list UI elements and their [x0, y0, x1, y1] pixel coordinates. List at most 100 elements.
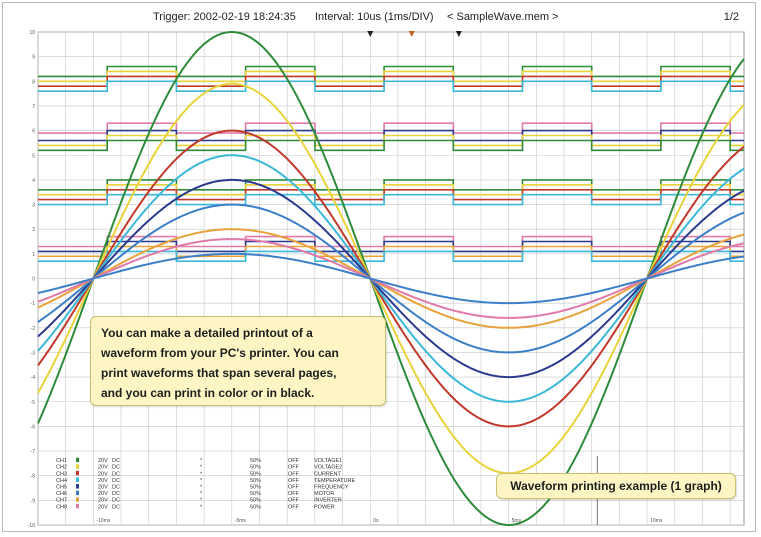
channel-setting-text: CH8 — [56, 504, 67, 510]
logic-trace — [38, 139, 744, 152]
caption-label: Waveform printing example (1 graph) — [496, 473, 736, 499]
channel-setting-text: 20V — [98, 498, 108, 504]
y-tick-label: 7 — [32, 104, 35, 110]
channel-setting-text: 20V — [98, 504, 108, 510]
channel-setting-text: * — [200, 498, 203, 504]
channel-setting-text: DC — [112, 498, 120, 504]
channel-setting-text: * — [200, 471, 203, 477]
channel-setting-text: 50% — [250, 465, 261, 471]
printout-header: Trigger: 2002-02-19 18:24:35 Interval: 1… — [3, 3, 755, 27]
y-tick-label: 5 — [32, 153, 35, 159]
channel-setting-text: 50% — [250, 498, 261, 504]
channel-setting-text: CH2 — [56, 465, 67, 471]
channel-setting-text: DC — [112, 504, 120, 510]
y-tick-label: -10 — [28, 523, 35, 529]
channel-setting-text: OFF — [288, 471, 300, 477]
channel-setting-text: VOLTAGE1 — [314, 458, 342, 464]
channel-color-swatch — [76, 477, 79, 482]
y-tick-label: -9 — [31, 498, 36, 504]
channel-setting-text: * — [200, 504, 203, 510]
waveform-trace — [37, 203, 745, 354]
channel-setting-text: 20V — [98, 471, 108, 477]
channel-setting-text: DC — [112, 491, 120, 497]
y-tick-label: 8 — [32, 79, 35, 85]
channel-setting-text: CH4 — [56, 478, 67, 484]
channel-color-swatch — [76, 470, 79, 476]
y-tick-label: -3 — [31, 350, 36, 356]
y-tick-label: 3 — [32, 203, 35, 209]
channel-setting-text: CURRENT — [314, 471, 342, 477]
y-tick-label: 6 — [32, 129, 35, 135]
channel-setting-text: CH1 — [56, 458, 67, 464]
y-tick-label: -8 — [31, 474, 36, 480]
trigger-marker-icon — [408, 31, 415, 37]
channel-setting-text: DC — [112, 478, 120, 484]
logic-trace — [38, 80, 744, 92]
channel-setting-text: POWER — [314, 504, 335, 510]
channel-setting-text: DC — [112, 465, 120, 471]
callout-line: print waveforms that span several pages, — [101, 366, 337, 380]
y-tick-label: 2 — [32, 227, 35, 233]
channel-setting-text: CH3 — [56, 471, 67, 477]
printout-frame: Trigger: 2002-02-19 18:24:35 Interval: 1… — [2, 2, 756, 532]
trigger-time: Trigger: 2002-02-19 18:24:35 — [153, 11, 296, 23]
y-tick-label: -2 — [31, 326, 36, 332]
callout-line: and you can print in color or in black. — [101, 386, 315, 400]
y-tick-label: -1 — [31, 301, 36, 307]
channel-setting-text: DC — [112, 458, 120, 464]
channel-setting-text: INVERTER — [314, 498, 342, 504]
channel-setting-text: CH5 — [56, 485, 67, 491]
channel-setting-text: OFF — [288, 478, 300, 484]
channel-setting-text: 50% — [250, 504, 261, 510]
info-callout: You can make a detailed printout of a wa… — [90, 316, 386, 406]
x-tick-label: 5ms — [512, 518, 522, 524]
y-tick-label: 1 — [32, 252, 35, 258]
channel-color-swatch — [76, 464, 79, 469]
channel-setting-text: 50% — [250, 491, 261, 497]
channel-setting-text: OFF — [288, 485, 300, 491]
channel-setting-text: 20V — [98, 491, 108, 497]
channel-setting-text: MOTOR — [314, 491, 334, 497]
channel-setting-text: OFF — [288, 465, 300, 471]
waveform-trace — [37, 238, 745, 319]
y-tick-label: -6 — [31, 424, 36, 430]
channel-setting-text: OFF — [288, 498, 300, 504]
channel-setting-text: 50% — [250, 458, 261, 464]
channel-setting-text: * — [200, 485, 203, 491]
callout-line: waveform from your PC's printer. You can — [101, 346, 339, 360]
x-tick-label: -5ms — [235, 518, 247, 524]
logic-trace — [38, 122, 744, 134]
channel-setting-text: 50% — [250, 478, 261, 484]
x-tick-label: -10ms — [96, 518, 110, 524]
y-tick-label: 10 — [29, 30, 35, 36]
channel-setting-text: 50% — [250, 471, 261, 477]
channel-setting-text: * — [200, 491, 203, 497]
callout-line: You can make a detailed printout of a — [101, 326, 313, 340]
channel-setting-text: TEMPERATURE — [314, 478, 355, 484]
channel-setting-text: 50% — [250, 485, 261, 491]
file-name: < SampleWave.mem > — [447, 11, 559, 23]
channel-setting-text: DC — [112, 485, 120, 491]
channel-setting-text: FREQUENCY — [314, 485, 349, 491]
channel-setting-text: 20V — [98, 465, 108, 471]
channel-setting-text: OFF — [288, 504, 300, 510]
channel-setting-text: OFF — [288, 491, 300, 497]
channel-setting-text: 20V — [98, 458, 108, 464]
y-tick-label: -7 — [31, 449, 36, 455]
channel-color-swatch — [76, 503, 79, 509]
y-tick-label: 9 — [32, 55, 35, 61]
x-tick-label: 10ms — [650, 518, 663, 524]
channel-setting-text: OFF — [288, 458, 300, 464]
waveform-trace — [37, 178, 745, 379]
channel-setting-text: VOLTAGE2 — [314, 465, 342, 471]
channel-setting-text: * — [200, 458, 203, 464]
waveform-trace — [37, 129, 745, 428]
y-tick-label: -4 — [31, 375, 36, 381]
sampling-interval: Interval: 10us (1ms/DIV) — [315, 11, 434, 23]
channel-color-swatch — [76, 497, 79, 502]
y-tick-label: -5 — [31, 400, 36, 406]
channel-setting-text: 20V — [98, 485, 108, 491]
channel-color-swatch — [76, 490, 79, 496]
waveform-trace — [37, 154, 745, 403]
